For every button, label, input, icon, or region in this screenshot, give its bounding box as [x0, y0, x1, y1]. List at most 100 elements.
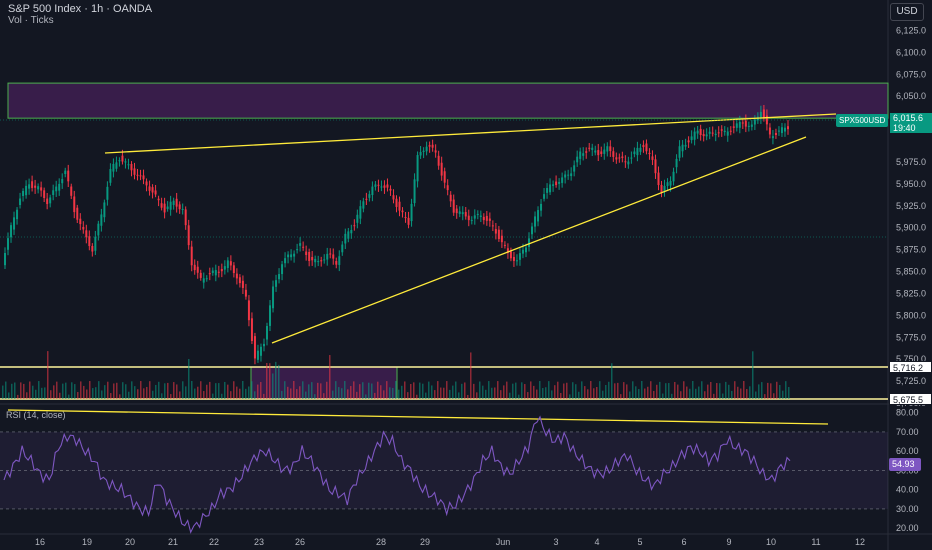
- rsi-tick-label: 60.00: [896, 446, 919, 456]
- volume-bar: [767, 382, 769, 399]
- volume-bar: [251, 381, 253, 399]
- volume-bar: [242, 381, 244, 399]
- volume-bar: [128, 391, 130, 399]
- candle-body: [594, 150, 597, 153]
- volume-bar: [218, 383, 220, 399]
- volume-bar: [749, 386, 751, 399]
- volume-bar: [17, 394, 19, 399]
- volume-bar: [257, 384, 259, 399]
- candle-body: [217, 271, 220, 273]
- candle-body: [31, 181, 34, 188]
- candle-body: [642, 145, 645, 148]
- volume-bar: [155, 384, 157, 399]
- volume-bar: [338, 387, 340, 399]
- volume-bar: [530, 381, 532, 399]
- candle-body: [720, 129, 723, 131]
- candle-body: [85, 230, 88, 238]
- volume-bar: [230, 391, 232, 399]
- candle-body: [34, 185, 37, 188]
- candle-body: [229, 261, 232, 266]
- candle-body: [648, 152, 651, 155]
- volume-bar: [542, 388, 544, 399]
- candle-body: [10, 225, 13, 238]
- price-tick-label: 5,850.0: [896, 267, 926, 277]
- candle-body: [275, 280, 278, 287]
- candle-body: [639, 147, 642, 152]
- candle-body: [389, 188, 392, 191]
- candle-body: [537, 210, 540, 222]
- candle-body: [244, 289, 247, 297]
- volume-bar: [197, 386, 199, 399]
- volume-bar: [737, 386, 739, 399]
- volume-bar: [86, 389, 88, 399]
- candle-body: [591, 147, 594, 150]
- volume-bar: [119, 394, 121, 399]
- candle-body: [61, 179, 64, 184]
- candle-body: [702, 134, 705, 137]
- candle-body: [696, 130, 699, 134]
- candle-body: [326, 253, 329, 260]
- volume-bar: [212, 393, 214, 399]
- volume-bar: [188, 358, 190, 399]
- volume-bar: [134, 386, 136, 399]
- volume-bar: [623, 382, 625, 399]
- candle-body: [473, 215, 476, 219]
- volume-bar: [431, 385, 433, 399]
- candle-body: [558, 181, 561, 184]
- volume-bar: [446, 381, 448, 399]
- volume-bar: [29, 381, 31, 399]
- volume-bar: [515, 382, 517, 399]
- volume-bar: [5, 381, 7, 399]
- candle-body: [314, 258, 317, 263]
- volume-bar: [77, 392, 79, 399]
- candle-body: [645, 143, 648, 152]
- candle-body: [612, 151, 615, 157]
- volume-bar: [116, 382, 118, 399]
- candle-body: [603, 149, 606, 154]
- volume-bar: [638, 389, 640, 399]
- volume-bar: [233, 381, 235, 399]
- candle-body: [485, 215, 488, 221]
- volume-bar: [512, 383, 514, 399]
- volume-bar: [131, 381, 133, 399]
- volume-bar: [14, 382, 16, 399]
- candle-body: [576, 156, 579, 163]
- volume-bar: [659, 381, 661, 399]
- candle-body: [413, 179, 416, 204]
- volume-bar: [89, 381, 91, 399]
- candle-body: [100, 214, 103, 226]
- candle-body: [299, 243, 302, 246]
- candle-body: [49, 197, 52, 204]
- time-tick-label: 22: [209, 537, 219, 547]
- volume-bar: [569, 394, 571, 399]
- volume-bar: [398, 389, 400, 399]
- candle-body: [82, 226, 85, 230]
- volume-bar: [437, 381, 439, 399]
- volume-bar: [371, 383, 373, 399]
- candle-body: [585, 151, 588, 153]
- volume-bar: [227, 384, 229, 399]
- candle-body: [582, 153, 585, 156]
- volume-bar: [488, 381, 490, 399]
- candle-body: [452, 199, 455, 213]
- volume-bar: [554, 385, 556, 399]
- currency-button[interactable]: USD: [890, 3, 924, 21]
- volume-bar: [527, 392, 529, 399]
- volume-bar: [191, 381, 193, 399]
- candle-body: [16, 209, 19, 220]
- volume-bar: [254, 391, 256, 399]
- volume-bar: [140, 381, 142, 399]
- volume-bar: [656, 384, 658, 399]
- upper-trendline: [104, 113, 837, 154]
- candle-body: [269, 305, 272, 326]
- volume-bar: [467, 394, 469, 399]
- candle-body: [214, 270, 217, 276]
- volume-bar: [317, 382, 319, 399]
- volume-bar: [680, 391, 682, 399]
- volume-bar: [167, 382, 169, 399]
- candle-body: [380, 186, 383, 188]
- candle-body: [579, 151, 582, 159]
- volume-bar: [536, 389, 538, 399]
- candle-body: [672, 171, 675, 182]
